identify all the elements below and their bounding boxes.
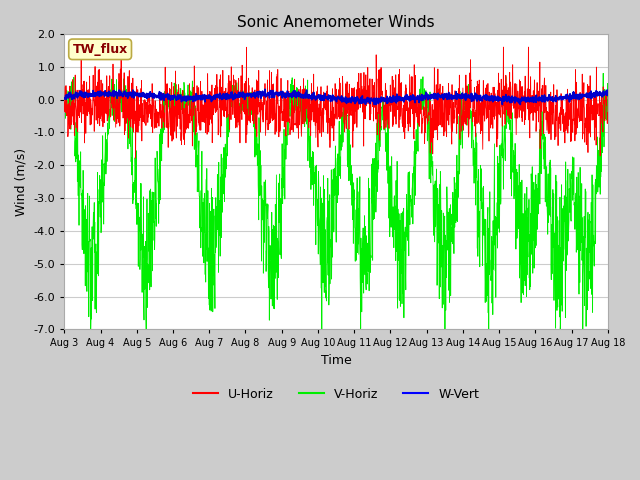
U-Horiz [325, 119, 333, 124]
W-Vert [88, 94, 96, 99]
W-Vert [325, 93, 333, 99]
U-Horiz [604, 119, 612, 124]
U-Horiz [88, 105, 96, 111]
U-Horiz [500, 44, 508, 50]
W-Vert [61, 96, 68, 102]
Text: TW_flux: TW_flux [72, 43, 128, 56]
V-Horiz [61, 103, 68, 109]
U-Horiz [61, 99, 68, 105]
W-Vert [489, 99, 497, 105]
V-Horiz [87, 326, 95, 332]
U-Horiz [588, 108, 596, 113]
V-Horiz [588, 269, 596, 275]
U-Horiz [310, 96, 318, 102]
U-Horiz [589, 117, 596, 122]
U-Horiz [132, 156, 140, 161]
W-Vert [261, 86, 269, 92]
W-Vert [310, 93, 318, 99]
W-Vert [589, 91, 596, 97]
V-Horiz [88, 229, 96, 235]
X-axis label: Time: Time [321, 354, 351, 367]
W-Vert [604, 87, 612, 93]
V-Horiz [489, 239, 497, 244]
Line: W-Vert: W-Vert [65, 89, 608, 105]
V-Horiz [604, 93, 612, 99]
Line: U-Horiz: U-Horiz [65, 47, 608, 158]
W-Vert [588, 95, 596, 100]
V-Horiz [588, 172, 596, 178]
V-Horiz [325, 302, 333, 308]
Title: Sonic Anemometer Winds: Sonic Anemometer Winds [237, 15, 435, 30]
Y-axis label: Wind (m/s): Wind (m/s) [15, 147, 28, 216]
V-Horiz [310, 170, 318, 176]
W-Vert [371, 102, 378, 108]
U-Horiz [489, 102, 497, 108]
Legend: U-Horiz, V-Horiz, W-Vert: U-Horiz, V-Horiz, W-Vert [188, 383, 484, 406]
Line: V-Horiz: V-Horiz [65, 73, 608, 329]
V-Horiz [599, 71, 607, 76]
